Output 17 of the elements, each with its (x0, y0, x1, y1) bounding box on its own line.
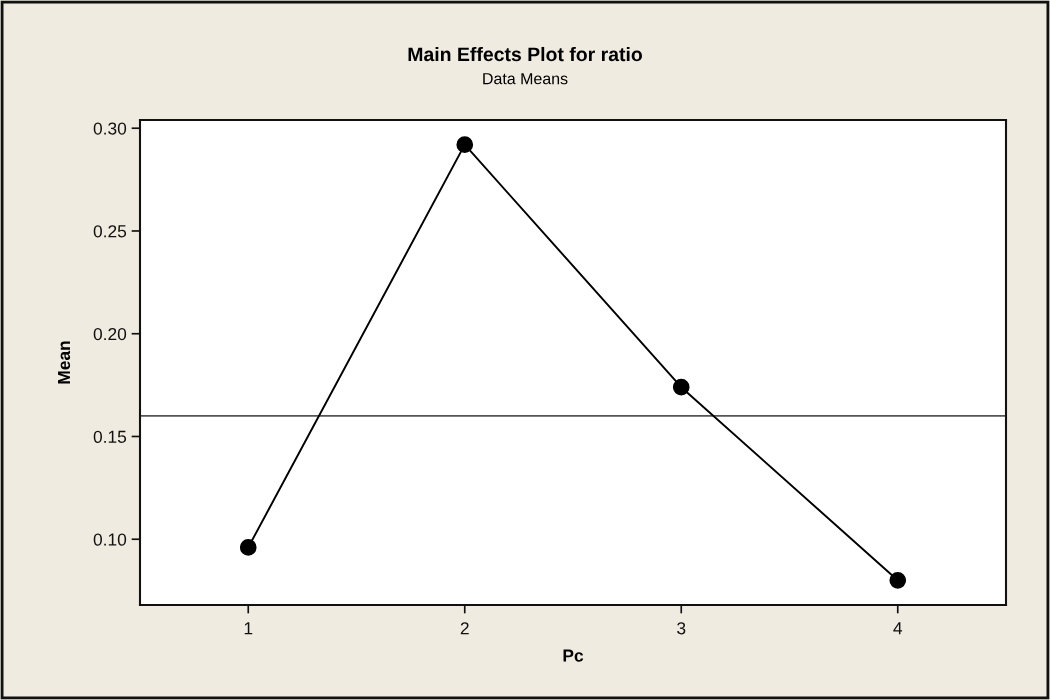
point (239, 539, 257, 556)
y-tick-label: 0.10 (93, 533, 127, 546)
x-axis-title: Pc (563, 649, 584, 662)
x-tick-label: 1 (244, 622, 253, 635)
chart-title: Main Effects Plot for ratio (408, 46, 643, 62)
chart-subtitle: Data Means (483, 73, 568, 85)
y-tick-label: 0.25 (93, 225, 127, 238)
point (672, 378, 690, 396)
x-tick-label: 3 (677, 622, 686, 635)
y-axis-title: Mean (58, 341, 71, 384)
y-tick-label: 0.20 (93, 327, 127, 341)
point (889, 572, 907, 589)
x-tick-label: 2 (460, 622, 469, 635)
y-tick-label: 0.30 (93, 122, 127, 135)
y-tick-label: 0.15 (93, 430, 127, 443)
point (456, 136, 474, 153)
x-tick-label: 4 (893, 622, 903, 635)
